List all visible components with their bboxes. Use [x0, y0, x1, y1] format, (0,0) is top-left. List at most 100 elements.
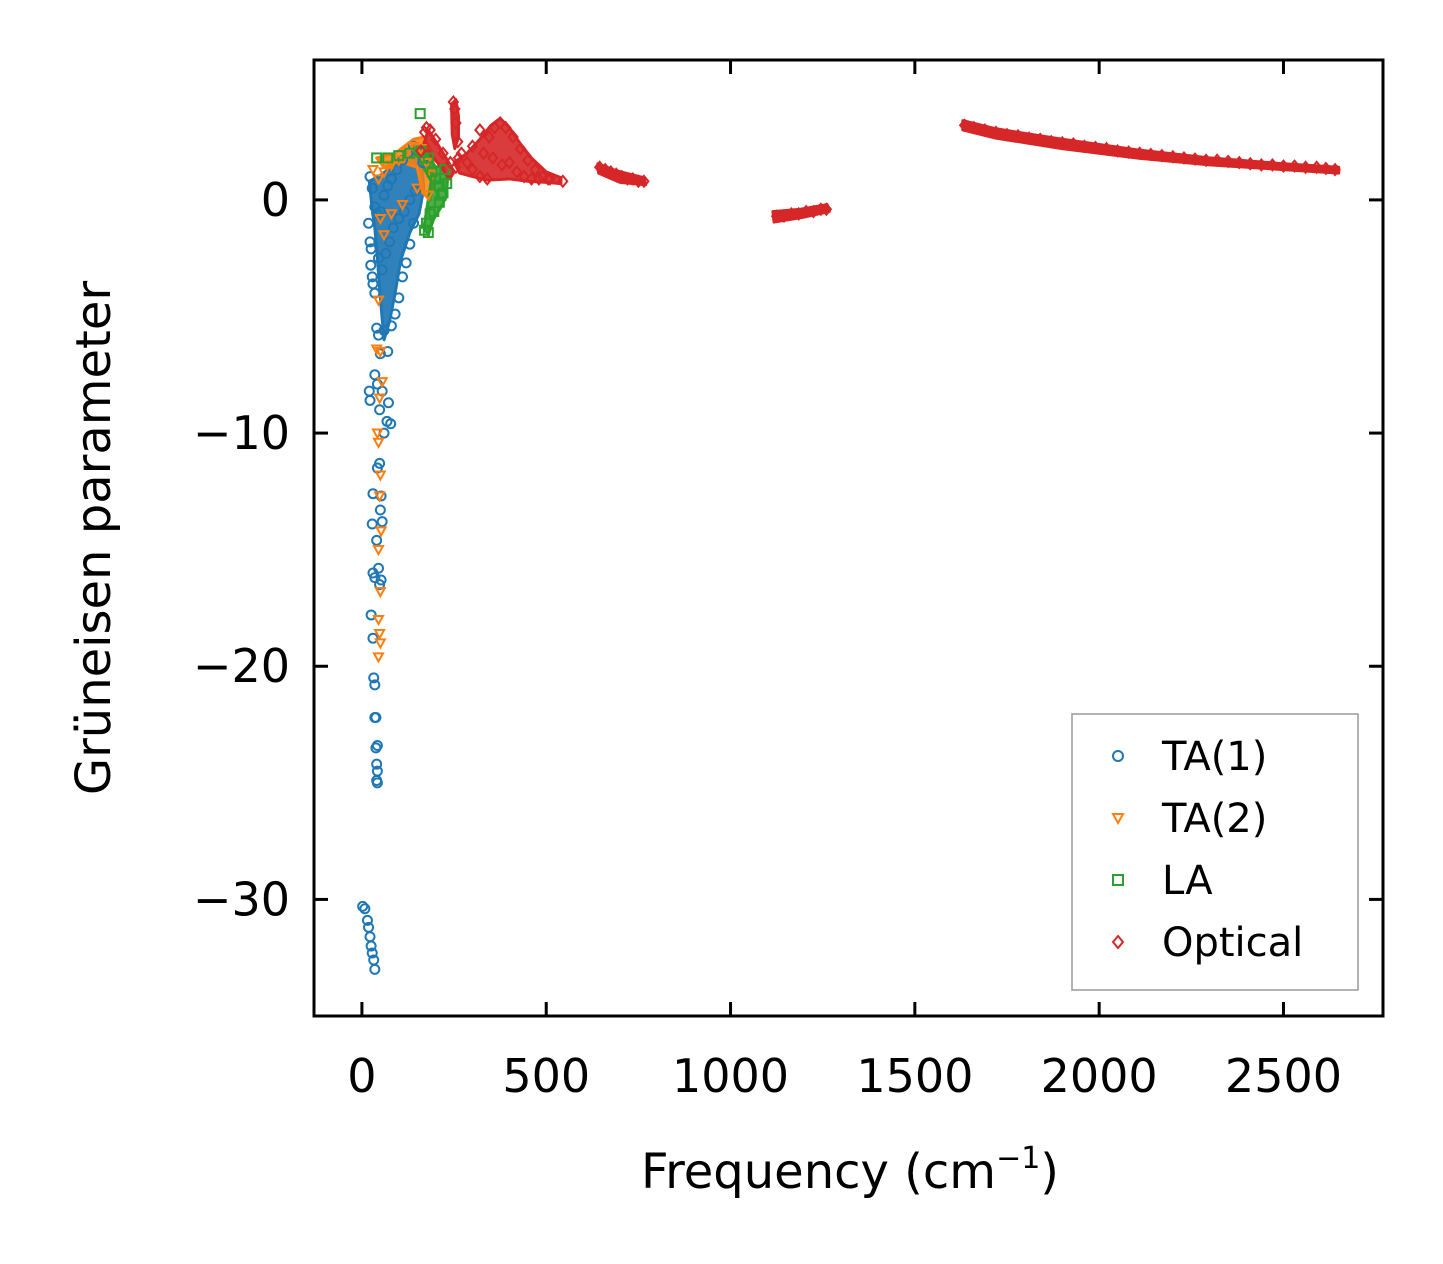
data-point-optical: [1310, 160, 1323, 175]
data-point-ta-2: [422, 190, 435, 202]
data-point-ta-2: [366, 164, 380, 177]
data-point-ta-2: [374, 526, 388, 538]
data-point-ta-1: [367, 488, 379, 500]
data-point-optical: [968, 120, 980, 135]
data-point-optical: [429, 132, 442, 147]
series-ta-1: [357, 140, 429, 975]
data-point-optical: [1133, 146, 1146, 161]
data-point-optical: [1001, 127, 1013, 142]
data-point-optical: [1320, 161, 1332, 176]
data-point-optical: [1067, 136, 1080, 151]
data-point-ta-1: [378, 189, 390, 201]
data-point-optical: [1034, 132, 1046, 147]
legend-marker-optical: [1111, 934, 1125, 950]
data-point-optical: [610, 167, 623, 182]
data-point-ta-1: [393, 292, 405, 304]
x-tick-label: 2500: [1225, 1049, 1342, 1103]
data-point-optical: [415, 143, 427, 158]
data-point-ta-1: [365, 940, 377, 952]
data-point-ta-2: [377, 167, 391, 179]
data-point-optical: [444, 155, 457, 170]
data-point-ta-1: [384, 236, 396, 248]
data-point-ta-1: [359, 903, 371, 915]
data-point-optical: [820, 202, 833, 217]
data-point-optical: [514, 141, 527, 156]
data-point-ta-2: [372, 295, 385, 307]
data-point-optical: [785, 206, 798, 221]
data-point-optical: [1299, 160, 1312, 175]
data-point-ta-1: [371, 534, 383, 546]
data-point-ta-2: [377, 230, 391, 242]
data-point-ta-1: [376, 264, 388, 276]
data-point-optical: [450, 160, 462, 175]
data-point-ta-2: [374, 638, 387, 650]
data-point-optical: [542, 171, 554, 186]
plot-frame: [312, 58, 1385, 1018]
data-point-optical: [447, 95, 460, 109]
data-point-optical: [521, 153, 534, 168]
data-point-optical: [529, 162, 541, 177]
data-point-ta-2: [372, 437, 385, 449]
data-point-optical: [638, 174, 650, 189]
data-point-ta-2: [373, 629, 386, 641]
data-point-optical: [1255, 157, 1268, 172]
data-point-ta-2: [373, 491, 386, 503]
x-tick-label: 1500: [856, 1049, 973, 1103]
y-tick-label: −30: [193, 872, 290, 926]
data-point-optical: [474, 122, 486, 137]
data-point-la: [422, 152, 434, 164]
data-point-optical: [451, 134, 464, 149]
data-point-ta-1: [389, 308, 401, 320]
series-optical: [415, 95, 1341, 224]
data-point-ta-1: [364, 236, 376, 248]
data-point-ta-1: [400, 257, 412, 269]
data-point-ta-1: [387, 222, 399, 234]
data-point-ta-2: [372, 174, 385, 186]
data-point-ta-1: [366, 182, 378, 194]
legend-label-ta-1: TA(1): [1161, 734, 1267, 780]
y-axis-label: Grüneisen parameter: [66, 281, 122, 796]
data-point-optical: [1056, 135, 1069, 150]
legend-entry-la: LA: [1112, 858, 1213, 904]
x-axis-label-main: Frequency (cm: [641, 1144, 996, 1200]
data-point-optical: [437, 146, 449, 161]
data-point-ta-1: [385, 418, 397, 430]
x-tick-label: 1000: [672, 1049, 789, 1103]
data-point-ta-1: [361, 914, 373, 926]
data-point-optical: [507, 129, 519, 144]
data-point-optical: [481, 171, 494, 186]
data-point-ta-2: [374, 470, 387, 482]
x-axis-label: Frequency (cm−1): [641, 1141, 1059, 1200]
data-point-optical: [1122, 145, 1135, 160]
data-point-optical: [466, 139, 479, 154]
data-point-optical: [450, 115, 462, 130]
data-point-ta-2: [374, 587, 387, 599]
legend: TA(1) TA(2) LA Optical: [1071, 713, 1359, 991]
legend-label-la: LA: [1162, 858, 1213, 904]
data-point-optical: [452, 150, 465, 165]
data-point-ta-2: [374, 346, 387, 359]
y-tick-label: −20: [193, 639, 290, 693]
data-point-ta-1: [370, 712, 382, 724]
data-point-optical: [1045, 134, 1058, 149]
data-point-optical: [604, 164, 617, 179]
data-point-optical: [979, 122, 991, 137]
data-point-ta-1: [371, 322, 383, 334]
data-point-ta-1: [366, 518, 378, 530]
data-point-optical: [1189, 152, 1201, 167]
data-point-optical: [486, 150, 499, 165]
data-point-ta-1: [374, 457, 386, 469]
data-point-optical: [510, 164, 523, 179]
data-point-ta-1: [404, 238, 416, 250]
legend-marker-ta-1: [1112, 750, 1124, 762]
data-point-ta-1: [357, 900, 369, 912]
data-point-optical: [424, 122, 436, 137]
data-point-ta-1: [382, 397, 394, 409]
data-point-optical: [1329, 162, 1341, 177]
data-point-ta-1: [380, 248, 392, 260]
data-point-ta-1: [374, 404, 386, 416]
data-point-optical: [593, 160, 606, 175]
x-tick-label: 2000: [1041, 1049, 1158, 1103]
data-point-ta-2: [372, 615, 385, 627]
